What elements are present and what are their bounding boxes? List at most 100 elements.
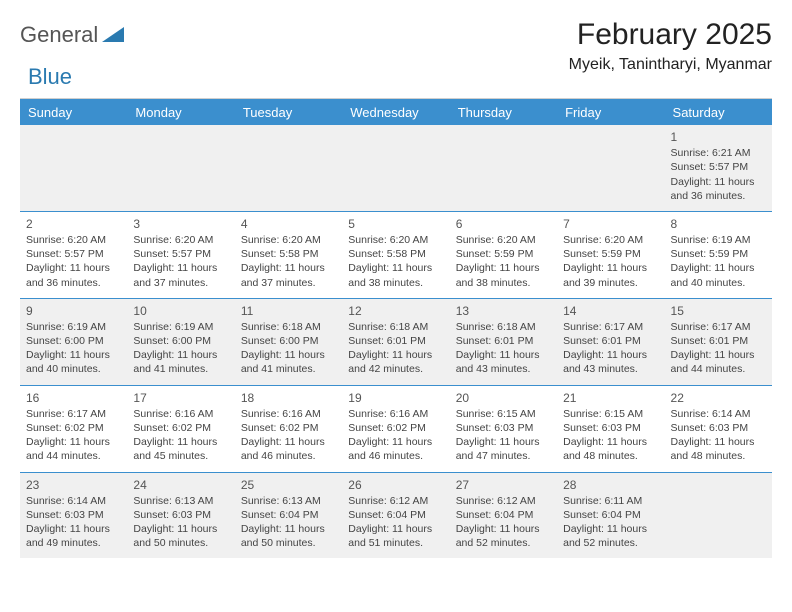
calendar-row: 16Sunrise: 6:17 AMSunset: 6:02 PMDayligh… xyxy=(20,385,772,472)
day-number: 22 xyxy=(671,390,766,406)
day-number: 10 xyxy=(133,303,228,319)
empty-cell xyxy=(235,125,342,211)
day-number: 6 xyxy=(456,216,551,232)
day-details: Sunrise: 6:20 AMSunset: 5:57 PMDaylight:… xyxy=(26,233,121,290)
day-details: Sunrise: 6:16 AMSunset: 6:02 PMDaylight:… xyxy=(348,407,443,464)
day-details: Sunrise: 6:16 AMSunset: 6:02 PMDaylight:… xyxy=(241,407,336,464)
weekday-sat: Saturday xyxy=(665,99,772,125)
day-cell: 11Sunrise: 6:18 AMSunset: 6:00 PMDayligh… xyxy=(235,298,342,385)
day-number: 18 xyxy=(241,390,336,406)
day-details: Sunrise: 6:20 AMSunset: 5:58 PMDaylight:… xyxy=(348,233,443,290)
day-cell: 14Sunrise: 6:17 AMSunset: 6:01 PMDayligh… xyxy=(557,298,664,385)
day-number: 4 xyxy=(241,216,336,232)
day-details: Sunrise: 6:16 AMSunset: 6:02 PMDaylight:… xyxy=(133,407,228,464)
day-details: Sunrise: 6:19 AMSunset: 6:00 PMDaylight:… xyxy=(26,320,121,377)
day-cell: 16Sunrise: 6:17 AMSunset: 6:02 PMDayligh… xyxy=(20,385,127,472)
empty-cell xyxy=(342,125,449,211)
logo-triangle-icon xyxy=(102,24,124,47)
day-details: Sunrise: 6:15 AMSunset: 6:03 PMDaylight:… xyxy=(563,407,658,464)
day-number: 13 xyxy=(456,303,551,319)
day-details: Sunrise: 6:19 AMSunset: 6:00 PMDaylight:… xyxy=(133,320,228,377)
weekday-sun: Sunday xyxy=(20,99,127,125)
day-cell: 6Sunrise: 6:20 AMSunset: 5:59 PMDaylight… xyxy=(450,211,557,298)
day-number: 20 xyxy=(456,390,551,406)
logo-text-blue: Blue xyxy=(28,64,72,90)
day-number: 2 xyxy=(26,216,121,232)
day-cell: 7Sunrise: 6:20 AMSunset: 5:59 PMDaylight… xyxy=(557,211,664,298)
day-details: Sunrise: 6:18 AMSunset: 6:01 PMDaylight:… xyxy=(348,320,443,377)
day-cell: 4Sunrise: 6:20 AMSunset: 5:58 PMDaylight… xyxy=(235,211,342,298)
day-details: Sunrise: 6:20 AMSunset: 5:58 PMDaylight:… xyxy=(241,233,336,290)
calendar-body: 1Sunrise: 6:21 AMSunset: 5:57 PMDaylight… xyxy=(20,125,772,558)
day-cell: 25Sunrise: 6:13 AMSunset: 6:04 PMDayligh… xyxy=(235,472,342,558)
logo: General xyxy=(20,18,126,48)
day-cell: 12Sunrise: 6:18 AMSunset: 6:01 PMDayligh… xyxy=(342,298,449,385)
day-cell: 15Sunrise: 6:17 AMSunset: 6:01 PMDayligh… xyxy=(665,298,772,385)
calendar-row: 9Sunrise: 6:19 AMSunset: 6:00 PMDaylight… xyxy=(20,298,772,385)
day-number: 23 xyxy=(26,477,121,493)
day-number: 19 xyxy=(348,390,443,406)
day-cell: 19Sunrise: 6:16 AMSunset: 6:02 PMDayligh… xyxy=(342,385,449,472)
empty-cell xyxy=(665,472,772,558)
day-details: Sunrise: 6:12 AMSunset: 6:04 PMDaylight:… xyxy=(348,494,443,551)
weekday-fri: Friday xyxy=(557,99,664,125)
day-cell: 26Sunrise: 6:12 AMSunset: 6:04 PMDayligh… xyxy=(342,472,449,558)
day-details: Sunrise: 6:15 AMSunset: 6:03 PMDaylight:… xyxy=(456,407,551,464)
day-details: Sunrise: 6:12 AMSunset: 6:04 PMDaylight:… xyxy=(456,494,551,551)
calendar-row: 23Sunrise: 6:14 AMSunset: 6:03 PMDayligh… xyxy=(20,472,772,558)
day-cell: 5Sunrise: 6:20 AMSunset: 5:58 PMDaylight… xyxy=(342,211,449,298)
day-details: Sunrise: 6:17 AMSunset: 6:01 PMDaylight:… xyxy=(563,320,658,377)
day-number: 5 xyxy=(348,216,443,232)
day-number: 8 xyxy=(671,216,766,232)
day-details: Sunrise: 6:14 AMSunset: 6:03 PMDaylight:… xyxy=(26,494,121,551)
calendar-table: Sunday Monday Tuesday Wednesday Thursday… xyxy=(20,99,772,558)
day-cell: 17Sunrise: 6:16 AMSunset: 6:02 PMDayligh… xyxy=(127,385,234,472)
day-cell: 23Sunrise: 6:14 AMSunset: 6:03 PMDayligh… xyxy=(20,472,127,558)
day-details: Sunrise: 6:19 AMSunset: 5:59 PMDaylight:… xyxy=(671,233,766,290)
weekday-tue: Tuesday xyxy=(235,99,342,125)
day-number: 11 xyxy=(241,303,336,319)
weekday-mon: Monday xyxy=(127,99,234,125)
logo-text-general: General xyxy=(20,22,98,48)
day-cell: 9Sunrise: 6:19 AMSunset: 6:00 PMDaylight… xyxy=(20,298,127,385)
weekday-wed: Wednesday xyxy=(342,99,449,125)
day-cell: 22Sunrise: 6:14 AMSunset: 6:03 PMDayligh… xyxy=(665,385,772,472)
calendar-row: 2Sunrise: 6:20 AMSunset: 5:57 PMDaylight… xyxy=(20,211,772,298)
day-cell: 2Sunrise: 6:20 AMSunset: 5:57 PMDaylight… xyxy=(20,211,127,298)
day-number: 27 xyxy=(456,477,551,493)
day-details: Sunrise: 6:17 AMSunset: 6:02 PMDaylight:… xyxy=(26,407,121,464)
weekday-row: Sunday Monday Tuesday Wednesday Thursday… xyxy=(20,99,772,125)
empty-cell xyxy=(450,125,557,211)
weekday-thu: Thursday xyxy=(450,99,557,125)
day-cell: 24Sunrise: 6:13 AMSunset: 6:03 PMDayligh… xyxy=(127,472,234,558)
day-number: 21 xyxy=(563,390,658,406)
calendar-page: General February 2025 Myeik, Tanintharyi… xyxy=(0,0,792,558)
day-cell: 18Sunrise: 6:16 AMSunset: 6:02 PMDayligh… xyxy=(235,385,342,472)
day-number: 15 xyxy=(671,303,766,319)
day-cell: 1Sunrise: 6:21 AMSunset: 5:57 PMDaylight… xyxy=(665,125,772,211)
day-cell: 10Sunrise: 6:19 AMSunset: 6:00 PMDayligh… xyxy=(127,298,234,385)
day-details: Sunrise: 6:18 AMSunset: 6:00 PMDaylight:… xyxy=(241,320,336,377)
day-number: 26 xyxy=(348,477,443,493)
day-details: Sunrise: 6:13 AMSunset: 6:04 PMDaylight:… xyxy=(241,494,336,551)
day-cell: 3Sunrise: 6:20 AMSunset: 5:57 PMDaylight… xyxy=(127,211,234,298)
calendar-row: 1Sunrise: 6:21 AMSunset: 5:57 PMDaylight… xyxy=(20,125,772,211)
day-number: 17 xyxy=(133,390,228,406)
day-details: Sunrise: 6:14 AMSunset: 6:03 PMDaylight:… xyxy=(671,407,766,464)
day-number: 1 xyxy=(671,129,766,145)
day-number: 24 xyxy=(133,477,228,493)
day-details: Sunrise: 6:20 AMSunset: 5:57 PMDaylight:… xyxy=(133,233,228,290)
day-number: 25 xyxy=(241,477,336,493)
day-details: Sunrise: 6:20 AMSunset: 5:59 PMDaylight:… xyxy=(456,233,551,290)
day-number: 12 xyxy=(348,303,443,319)
day-details: Sunrise: 6:11 AMSunset: 6:04 PMDaylight:… xyxy=(563,494,658,551)
day-number: 7 xyxy=(563,216,658,232)
empty-cell xyxy=(20,125,127,211)
day-cell: 8Sunrise: 6:19 AMSunset: 5:59 PMDaylight… xyxy=(665,211,772,298)
day-number: 14 xyxy=(563,303,658,319)
day-cell: 28Sunrise: 6:11 AMSunset: 6:04 PMDayligh… xyxy=(557,472,664,558)
calendar-head: Sunday Monday Tuesday Wednesday Thursday… xyxy=(20,99,772,125)
empty-cell xyxy=(557,125,664,211)
day-details: Sunrise: 6:13 AMSunset: 6:03 PMDaylight:… xyxy=(133,494,228,551)
day-details: Sunrise: 6:20 AMSunset: 5:59 PMDaylight:… xyxy=(563,233,658,290)
